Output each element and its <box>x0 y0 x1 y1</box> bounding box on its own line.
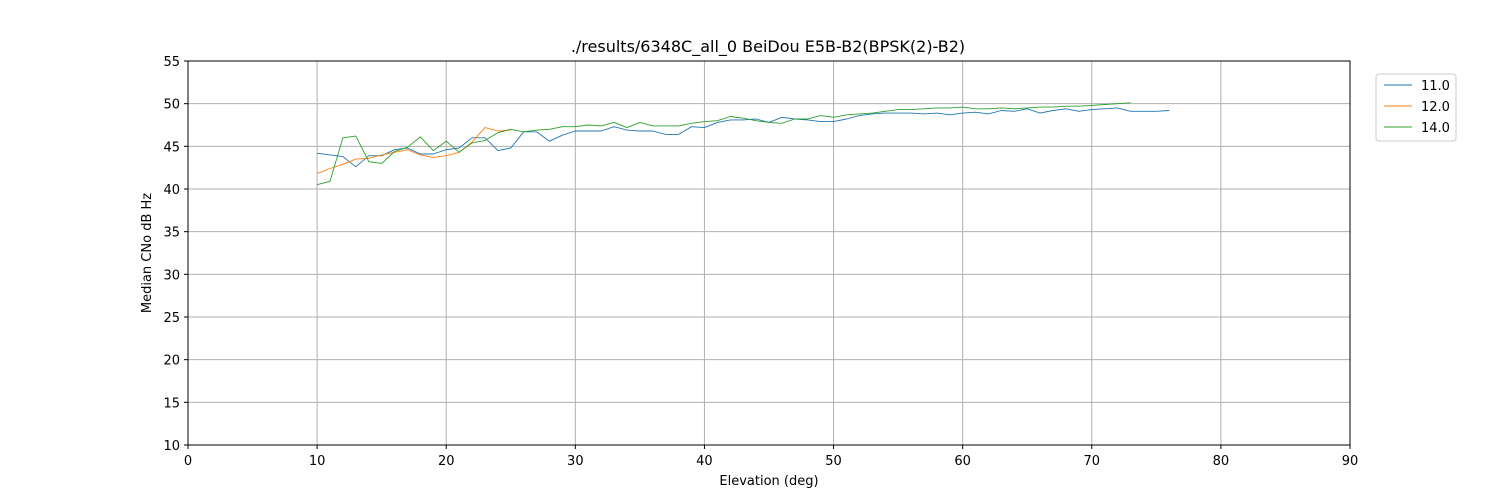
series-line-14-0 <box>316 102 1131 186</box>
x-axis-label: Elevation (deg) <box>719 474 818 489</box>
y-tick-label: 35 <box>163 226 180 241</box>
legend-label: 11.0 <box>1421 79 1450 94</box>
y-tick-label: 25 <box>163 311 180 326</box>
series-layer <box>316 102 1170 186</box>
legend-box <box>1375 73 1457 142</box>
x-tick-label: 60 <box>954 454 971 469</box>
y-tick-label: 20 <box>163 354 180 369</box>
chart-title: ./results/6348C_all_0 BeiDou E5B-B2(BPSK… <box>571 37 965 57</box>
y-tick-label: 40 <box>163 183 180 198</box>
legend-label: 14.0 <box>1421 121 1450 136</box>
x-tick-label: 20 <box>438 454 455 469</box>
series-line-11-0 <box>317 107 1170 168</box>
legend: 11.0 12.0 14.0 <box>1375 73 1457 142</box>
x-tick-label: 30 <box>567 454 584 469</box>
y-tick-label: 45 <box>163 140 180 155</box>
y-tick-label: 50 <box>163 98 180 113</box>
x-tick-label: 70 <box>1084 454 1101 469</box>
x-tick-label: 90 <box>1342 454 1359 469</box>
y-tick-label: 55 <box>163 55 180 70</box>
series-line-12-0 <box>316 127 511 175</box>
y-axis-label: Median CNo dB Hz <box>140 193 155 313</box>
ticks: 0 10 20 30 40 50 60 70 80 90 10 15 20 25 30 35 40 45 50 55 <box>163 55 1358 469</box>
x-tick-label: 40 <box>696 454 713 469</box>
plot-frame <box>187 60 1351 446</box>
y-tick-label: 15 <box>163 396 180 411</box>
x-tick-label: 0 <box>184 454 192 469</box>
legend-label: 12.0 <box>1421 100 1450 115</box>
y-tick-label: 30 <box>163 268 180 283</box>
x-tick-label: 50 <box>825 454 842 469</box>
x-tick-label: 10 <box>309 454 326 469</box>
x-tick-label: 80 <box>1213 454 1230 469</box>
y-tick-label: 10 <box>163 439 180 454</box>
